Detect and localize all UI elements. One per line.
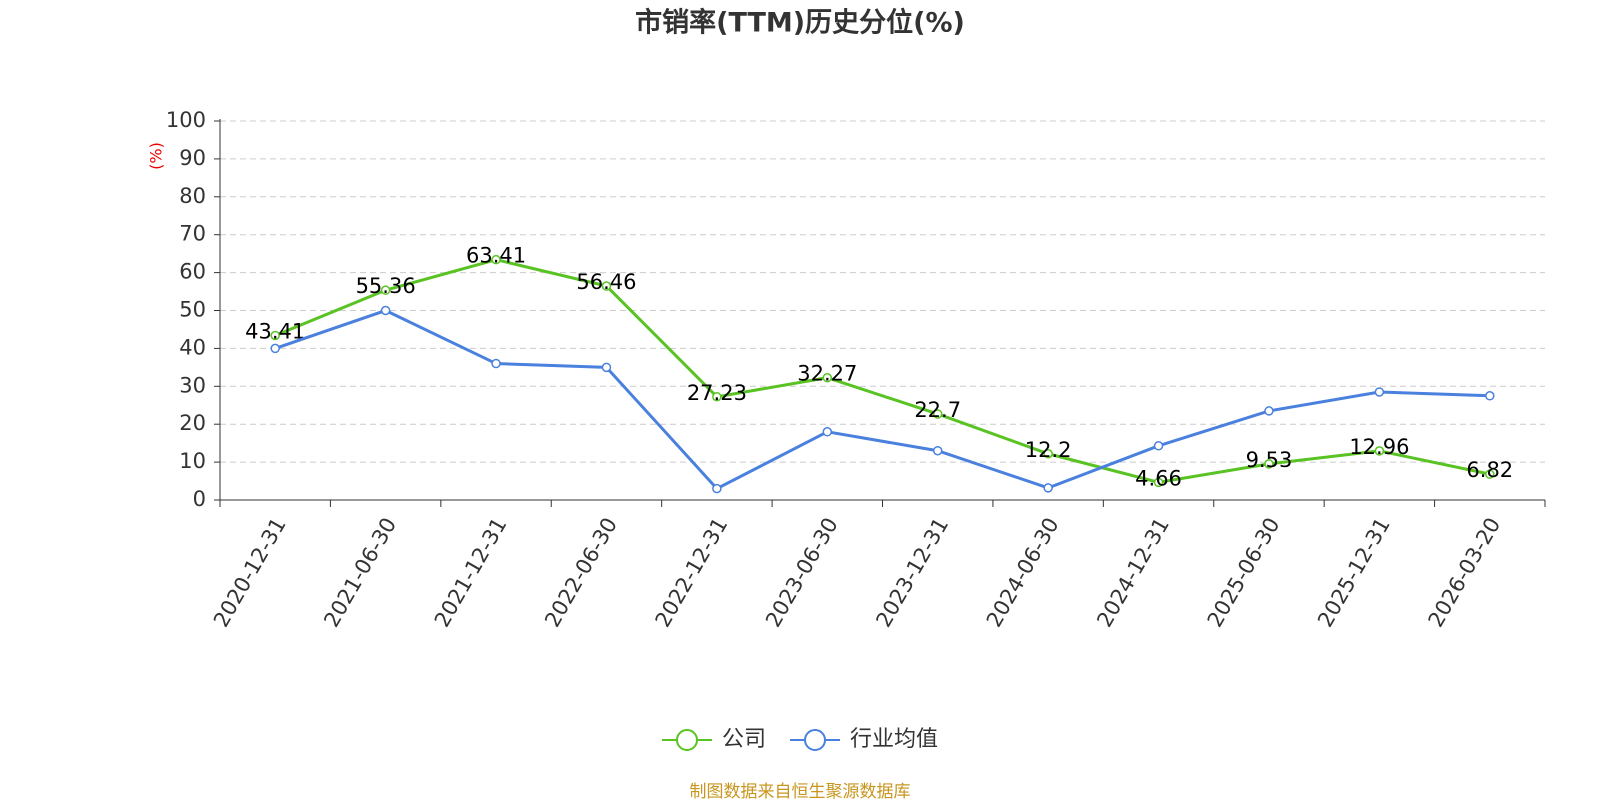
legend-marker [676,729,698,751]
x-tick-label: 2020-12-31 [209,514,291,632]
data-point [601,362,612,373]
x-tick-label: 2021-06-30 [319,514,401,632]
data-point [1043,483,1053,493]
data-label: 43.41 [245,319,305,343]
data-label: 12.2 [1025,438,1072,462]
data-point [712,483,722,494]
data-label: 22.7 [914,398,961,422]
x-tick-label: 2023-12-31 [871,514,953,632]
y-tick-label: 30 [179,373,206,397]
data-point [601,281,612,291]
x-tick-label: 2022-06-30 [540,514,622,632]
data-point [1374,446,1385,456]
data-label: 63.41 [466,244,526,268]
y-tick-label: 0 [193,487,206,511]
data-label: 12.96 [1349,435,1409,459]
data-point [1485,469,1495,479]
data-point [932,409,943,419]
data-point [932,445,943,456]
data-point [1153,441,1164,451]
data-point [1264,406,1274,416]
x-tick-label: 2024-12-31 [1092,514,1174,632]
data-label: 55.36 [356,274,416,298]
data-point [822,427,833,437]
x-tick-label: 2025-12-31 [1313,514,1395,632]
x-tick-label: 2022-12-31 [651,514,733,632]
legend-label: 公司 [722,727,766,752]
data-point [1374,387,1385,397]
data-point [491,254,501,265]
series-line [274,308,1490,491]
data-point [1043,449,1053,459]
x-tick-label: 2023-06-30 [761,514,843,632]
y-tick-label: 100 [166,108,206,132]
x-tick-label: 2024-06-30 [982,514,1064,632]
y-tick-label: 20 [179,411,206,435]
data-point [270,330,280,341]
chart-title: 市销率(TTM)历史分位(%) [635,7,965,39]
data-label: 56.46 [576,270,636,294]
legend-marker [804,729,827,751]
y-axis-label: (%) [147,142,166,170]
data-label: 6.82 [1466,458,1513,482]
y-tick-label: 80 [179,184,206,208]
data-point [822,372,833,383]
series-line [274,258,1491,484]
y-tick-label: 50 [179,298,206,322]
data-point [380,285,391,295]
data-point [491,358,501,369]
y-tick-label: 10 [179,449,206,473]
data-label: 32.27 [797,362,857,386]
data-point [1264,459,1274,469]
y-tick-label: 40 [179,335,206,359]
data-point [712,392,722,402]
y-tick-label: 90 [179,146,206,170]
data-label: 9.53 [1246,448,1293,472]
data-label: 4.66 [1135,466,1182,490]
source-note: 制图数据来自恒生聚源数据库 [690,782,911,800]
x-tick-label: 2025-06-30 [1203,514,1285,632]
data-point [1485,391,1495,401]
legend-label: 行业均值 [850,727,938,752]
data-label: 27.23 [687,381,747,405]
data-point [270,343,280,354]
x-tick-label: 2026-03-20 [1424,514,1506,632]
x-tick-label: 2021-12-31 [430,514,512,632]
y-tick-label: 60 [179,260,206,284]
data-point [1153,477,1164,488]
y-tick-label: 70 [179,222,206,246]
data-point [380,305,391,316]
